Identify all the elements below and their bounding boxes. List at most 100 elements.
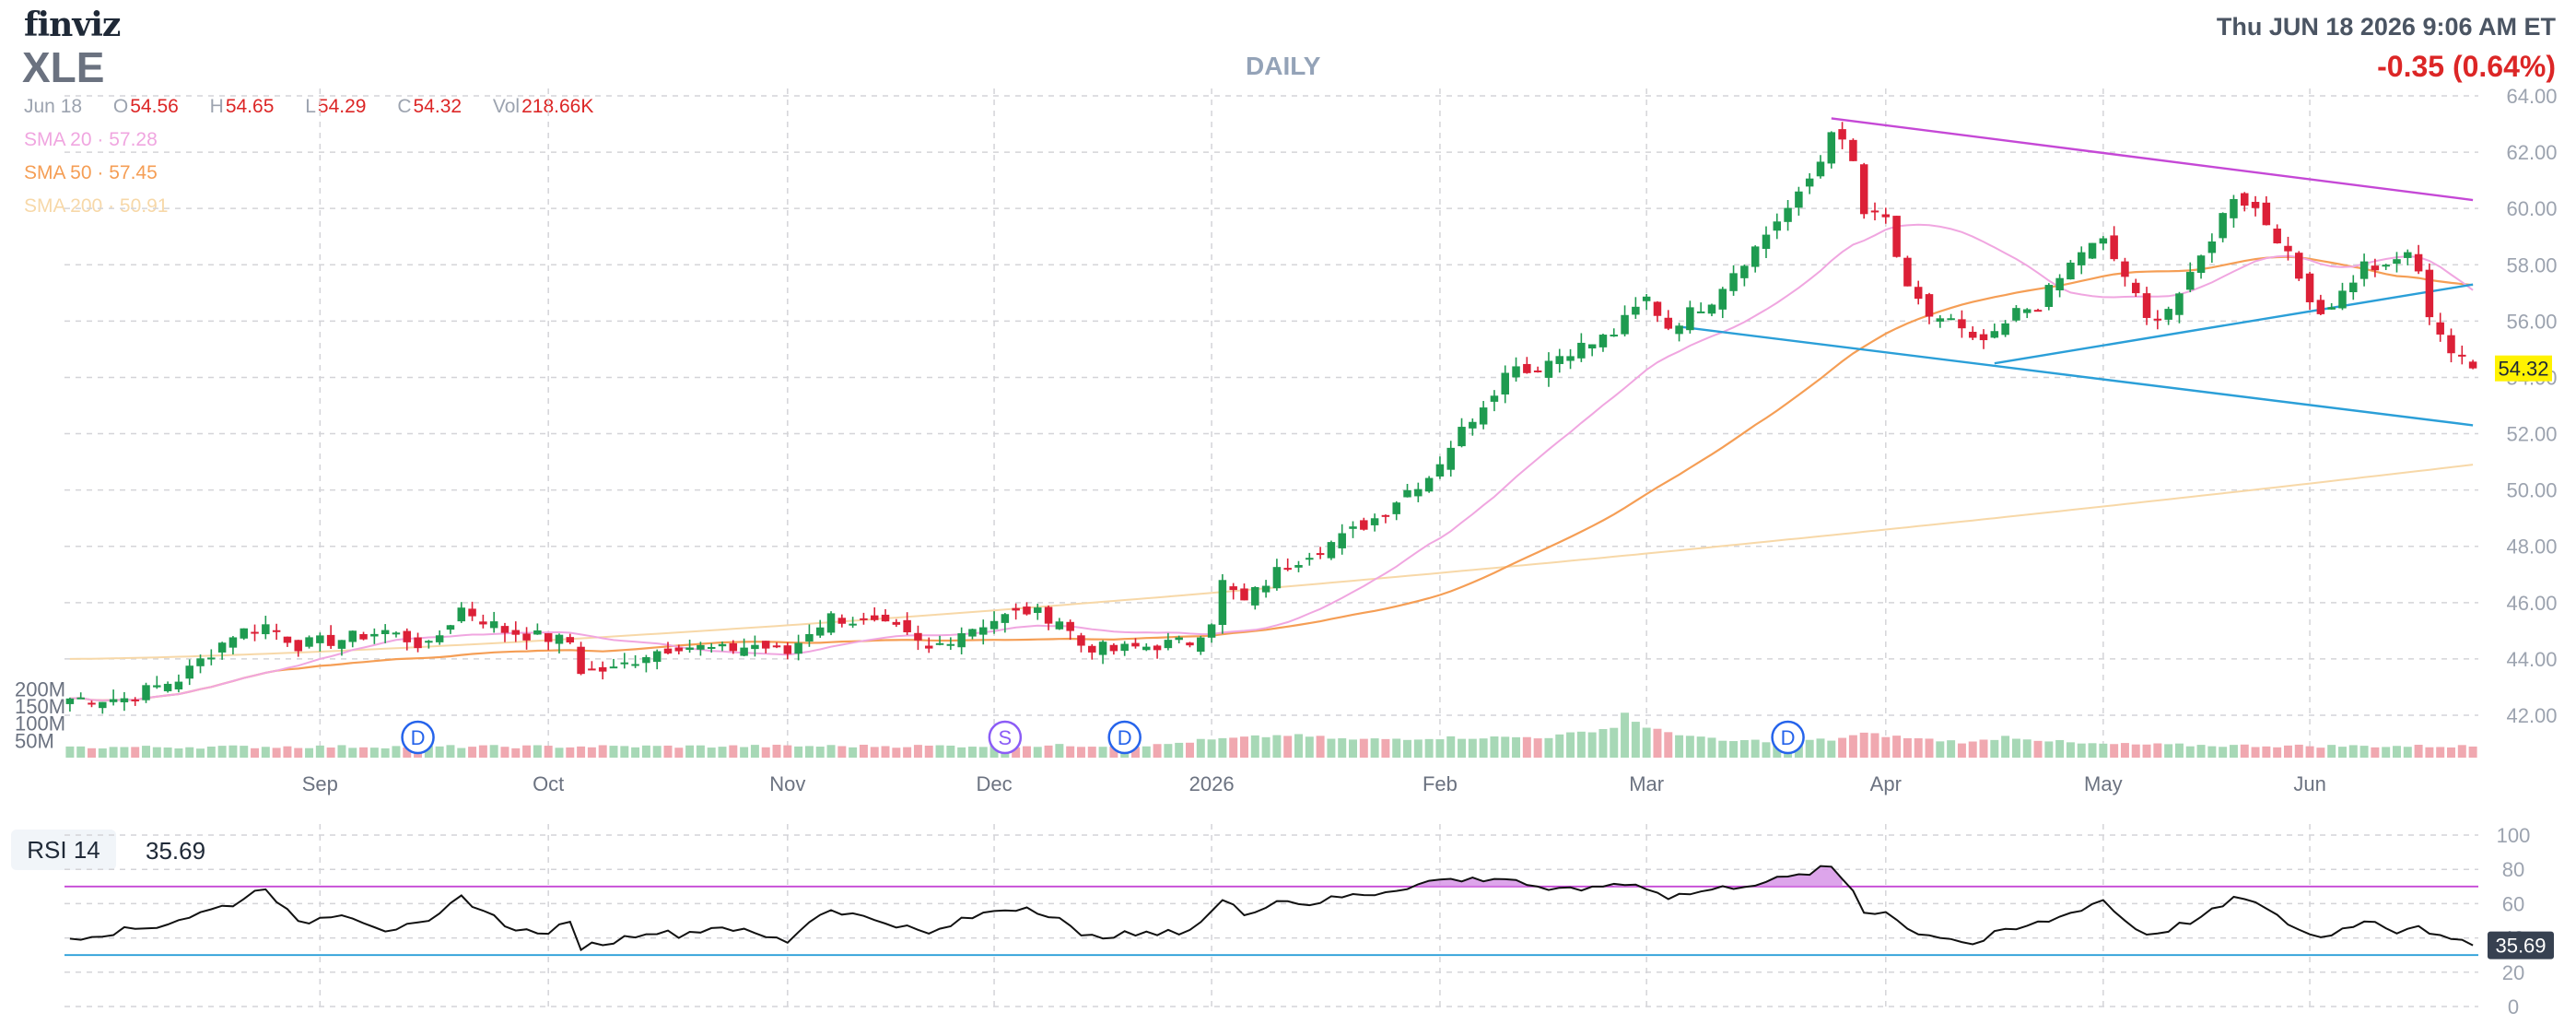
volume-bar [1229,737,1238,758]
candle-body [1479,407,1488,425]
volume-bar [1272,735,1282,758]
candle-body [1327,542,1336,559]
volume-bar [2011,738,2020,758]
volume-bar [794,746,803,758]
candle-body [2251,202,2260,208]
event-marker [401,720,435,755]
volume-bar [131,747,140,758]
volume-bar [1762,742,1771,758]
candle-body [718,643,727,647]
volume-bar [783,745,792,758]
candle-body [1414,489,1423,497]
candle-body [1784,207,1792,222]
sma200-value: 50.91 [119,195,169,217]
rsi-last-tag [2488,931,2554,959]
chart-period: DAILY [1246,52,1321,80]
candle-body [1490,395,1499,402]
candle-body [729,642,738,652]
candle-body [425,641,433,643]
price-axis-tick: 44.00 [2506,648,2557,671]
candle-body [2219,213,2227,239]
candle-body [479,621,487,625]
volume-bar [1936,741,1945,758]
volume-axis-tick: 200M [15,677,65,700]
candle-body [1131,642,1140,647]
volume-bar [1859,732,1868,758]
candle-body [272,630,281,632]
high-label: H [209,96,224,117]
candle-body [489,621,498,629]
candle-body [533,630,542,635]
candle-body [1925,294,1934,317]
volume-bar [359,747,369,758]
volume-bar [2077,743,2086,758]
candle-body [185,665,193,679]
candle-body [435,635,444,642]
sma50-separator: · [97,162,104,183]
sma50-legend[interactable]: SMA 50 · 57.45 [24,162,158,184]
volume-bar [587,747,596,758]
volume-bar [2251,747,2260,758]
candle-body [697,644,705,650]
sma50-line [69,255,2474,702]
volume-bar [761,747,770,758]
volume-bar [1458,738,1467,758]
volume-bar [369,748,379,758]
volume-bar [1305,736,1314,758]
volume-bar [326,748,335,758]
volume-bar [881,746,890,758]
candle-body [1696,311,1705,313]
time-axis-tick: Dec [976,772,1012,795]
candle-body [1001,614,1010,623]
rsi-line [69,865,2474,952]
candle-body [1218,580,1227,625]
candle-body [359,633,368,640]
sma200-legend[interactable]: SMA 200 · 50.91 [24,195,168,218]
candle-body [1164,640,1173,649]
candle-body [1566,356,1575,361]
volume-bar [1076,747,1085,758]
volume-bar [2055,739,2065,758]
candle-body [2393,259,2401,265]
volume-bar [196,748,205,758]
candle-body [2099,238,2108,244]
volume-bar [935,745,944,758]
candle-body [1805,178,1814,187]
volume-bar [1098,747,1107,758]
candle-body [1370,518,1379,525]
finviz-logo[interactable]: finviz [24,6,121,44]
candle-body [1349,526,1357,529]
volume-bar [1435,739,1445,758]
candle-body [1294,565,1303,568]
volume-bar [1196,738,1205,758]
volume-bar [1838,737,1847,758]
candle-body [251,631,259,634]
candle-body [1947,318,1955,321]
price-axis-tick: 50.00 [2506,479,2557,502]
rsi-label[interactable]: RSI 14 [11,830,116,870]
candle-body [652,651,662,663]
candle-body [707,646,716,649]
candle-body [1512,366,1520,378]
volume-bar [685,745,695,758]
volume-bar [913,745,922,758]
candle-body [522,633,531,641]
candle-body [1066,621,1074,631]
candle-body [468,608,476,617]
volume-bar [1359,738,1368,758]
time-axis-tick: Feb [1423,772,1458,795]
candle-body [751,644,759,650]
candle-body [1675,325,1683,335]
candle-body [924,645,933,649]
candle-body [642,657,650,664]
candle-body [109,699,118,702]
price-axis-tick: 58.00 [2506,253,2557,277]
volume-bar [1338,737,1347,758]
volume-bar [2174,743,2184,758]
candle-body [2316,300,2325,314]
volume-bar [2196,745,2206,758]
candle-body [1240,588,1248,601]
price-axis-tick: 52.00 [2506,423,2557,446]
sma20-legend[interactable]: SMA 20 · 57.28 [24,129,158,151]
